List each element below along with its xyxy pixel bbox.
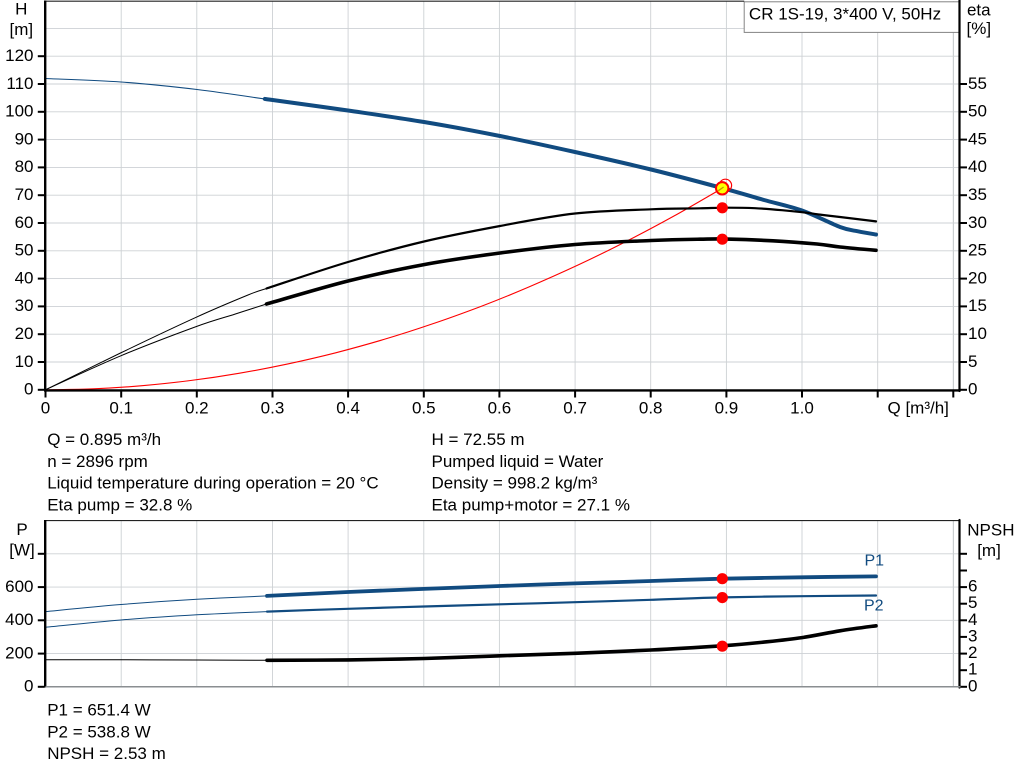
svg-text:Pumped liquid = Water: Pumped liquid = Water: [432, 452, 604, 471]
svg-text:45: 45: [968, 129, 987, 148]
svg-text:55: 55: [968, 74, 987, 93]
svg-text:0: 0: [968, 380, 977, 399]
svg-text:15: 15: [968, 296, 987, 315]
svg-text:5: 5: [968, 352, 977, 371]
svg-text:200: 200: [5, 643, 33, 662]
svg-text:3: 3: [968, 626, 977, 645]
svg-text:0: 0: [41, 398, 50, 417]
svg-text:100: 100: [5, 102, 33, 121]
svg-text:Q = 0.895 m³/h: Q = 0.895 m³/h: [47, 430, 161, 449]
svg-text:5: 5: [968, 593, 977, 612]
svg-text:P1 = 651.4 W: P1 = 651.4 W: [47, 701, 150, 720]
svg-text:0.4: 0.4: [336, 398, 360, 417]
svg-text:400: 400: [5, 610, 33, 629]
svg-text:0.6: 0.6: [488, 398, 512, 417]
svg-text:120: 120: [5, 46, 33, 65]
svg-text:[W]: [W]: [9, 540, 35, 559]
svg-text:1: 1: [968, 660, 977, 679]
svg-text:1.0: 1.0: [790, 398, 814, 417]
svg-text:H = 72.55 m: H = 72.55 m: [432, 430, 525, 449]
svg-text:0.1: 0.1: [109, 398, 133, 417]
svg-text:110: 110: [6, 74, 33, 93]
svg-text:NPSH = 2.53 m: NPSH = 2.53 m: [47, 744, 166, 763]
svg-text:0.9: 0.9: [715, 398, 739, 417]
svg-text:Density = 998.2 kg/m³: Density = 998.2 kg/m³: [432, 474, 598, 493]
svg-text:70: 70: [15, 185, 34, 204]
svg-text:0.8: 0.8: [639, 398, 663, 417]
svg-text:0: 0: [24, 380, 33, 399]
svg-text:40: 40: [968, 157, 987, 176]
svg-text:0.7: 0.7: [563, 398, 587, 417]
svg-text:60: 60: [15, 213, 34, 232]
svg-text:P1: P1: [865, 552, 885, 569]
svg-text:50: 50: [968, 102, 987, 121]
svg-text:40: 40: [15, 268, 34, 287]
svg-text:0: 0: [968, 676, 977, 695]
svg-text:[%]: [%]: [967, 19, 992, 38]
svg-text:P2 = 538.8 W: P2 = 538.8 W: [47, 722, 150, 741]
svg-text:P2: P2: [864, 597, 884, 614]
svg-text:80: 80: [15, 157, 34, 176]
svg-text:[m]: [m]: [9, 20, 33, 39]
svg-text:0: 0: [24, 677, 33, 696]
svg-text:10: 10: [15, 352, 34, 371]
svg-text:600: 600: [5, 577, 33, 596]
svg-text:Liquid temperature during oper: Liquid temperature during operation = 20…: [47, 474, 378, 493]
svg-text:4: 4: [968, 610, 977, 629]
svg-text:Q [m³/h]: Q [m³/h]: [888, 398, 949, 417]
svg-text:n = 2896 rpm: n = 2896 rpm: [47, 452, 148, 471]
svg-text:CR 1S-19, 3*400 V, 50Hz: CR 1S-19, 3*400 V, 50Hz: [749, 4, 941, 23]
svg-text:35: 35: [968, 185, 987, 204]
svg-text:50: 50: [15, 241, 34, 260]
svg-text:0.5: 0.5: [412, 398, 436, 417]
svg-text:NPSH: NPSH: [967, 520, 1014, 539]
svg-text:10: 10: [968, 324, 987, 343]
svg-text:eta: eta: [967, 0, 991, 19]
svg-text:[m]: [m]: [977, 541, 1001, 560]
svg-text:P: P: [16, 520, 27, 539]
svg-text:30: 30: [968, 213, 987, 232]
svg-text:30: 30: [15, 296, 34, 315]
svg-text:Eta pump = 32.8 %: Eta pump = 32.8 %: [47, 495, 192, 514]
svg-text:90: 90: [15, 129, 34, 148]
svg-text:25: 25: [968, 241, 987, 260]
svg-text:20: 20: [968, 268, 987, 287]
svg-text:6: 6: [968, 577, 977, 596]
svg-text:2: 2: [968, 643, 977, 662]
svg-text:0.3: 0.3: [261, 398, 285, 417]
svg-text:20: 20: [15, 324, 34, 343]
svg-text:Eta pump+motor = 27.1 %: Eta pump+motor = 27.1 %: [432, 495, 630, 514]
svg-text:0.2: 0.2: [185, 398, 209, 417]
svg-text:H: H: [15, 0, 27, 19]
